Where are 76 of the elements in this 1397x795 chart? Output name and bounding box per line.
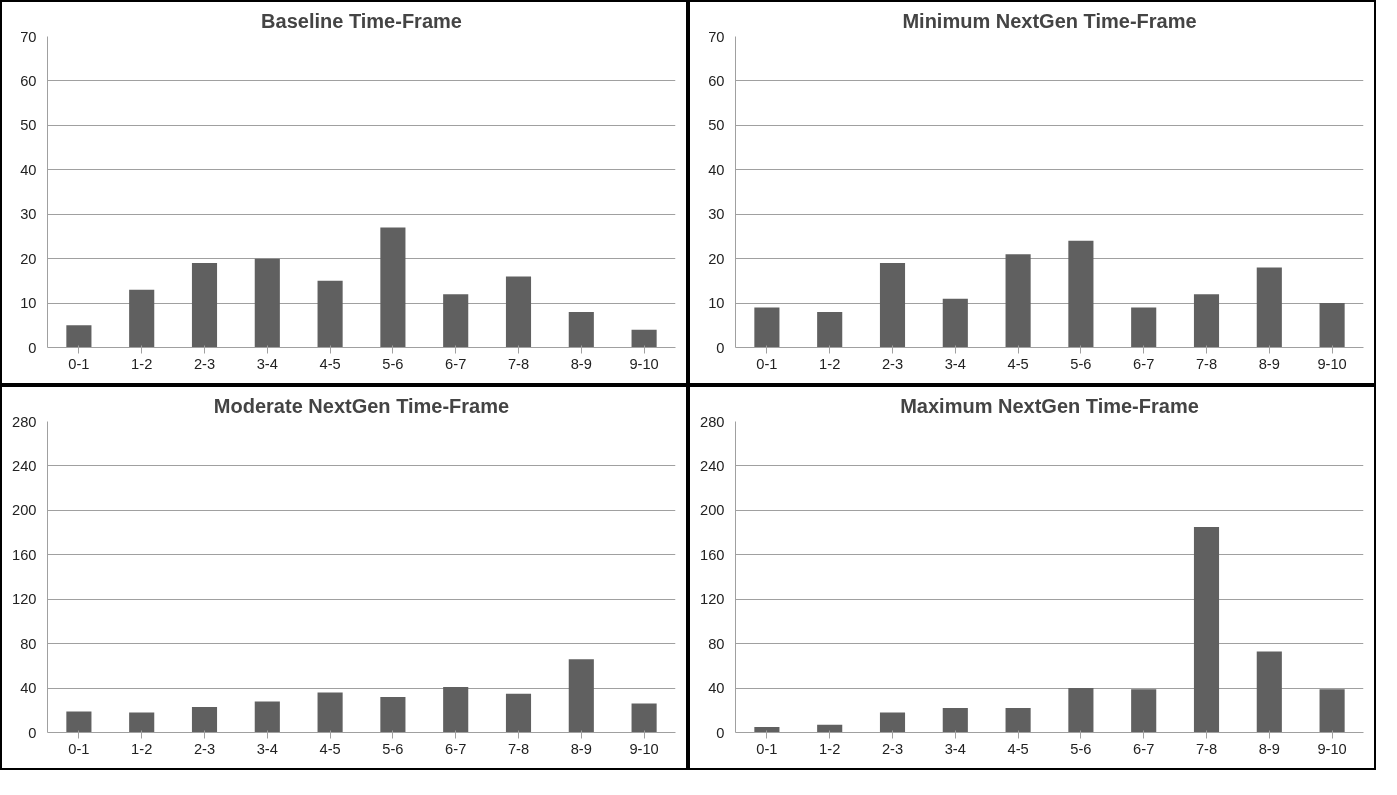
x-tick-label: 0-1	[756, 740, 778, 757]
x-tick-label: 8-9	[1258, 740, 1280, 757]
chart-title: Minimum NextGen Time-Frame	[902, 9, 1197, 32]
y-tick-label: 0	[28, 339, 37, 356]
y-tick-label: 60	[708, 72, 725, 89]
y-tick-label: 30	[20, 206, 37, 223]
y-tick-label: 10	[20, 295, 37, 312]
y-tick-label: 280	[12, 413, 37, 430]
y-tick-label: 80	[20, 635, 37, 652]
y-tick-label: 20	[20, 250, 37, 267]
x-tick-label: 0-1	[68, 355, 90, 372]
y-tick-label: 0	[716, 724, 725, 741]
x-tick-label: 3-4	[256, 355, 278, 372]
y-tick-label: 200	[12, 502, 37, 519]
y-tick-label: 50	[708, 117, 725, 134]
x-tick-label: 8-9	[570, 740, 592, 757]
x-tick-label: 3-4	[944, 740, 966, 757]
x-tick-label: 4-5	[1007, 740, 1029, 757]
x-tick-label: 2-3	[881, 355, 904, 372]
x-tick-label: 9-10	[629, 355, 659, 372]
x-tick-label: 6-7	[1133, 740, 1155, 757]
y-tick-label: 60	[20, 72, 37, 89]
x-tick-label: 1-2	[819, 740, 841, 757]
chart-title: Moderate NextGen Time-Frame	[213, 394, 510, 417]
x-tick-label: 7-8	[507, 355, 530, 372]
y-tick-label: 240	[700, 457, 725, 474]
x-tick-label: 1-2	[131, 355, 153, 372]
x-tick-label: 2-3	[193, 740, 216, 757]
y-tick-label: 20	[708, 250, 725, 267]
x-tick-label: 7-8	[507, 740, 530, 757]
x-tick-label: 6-7	[445, 740, 467, 757]
x-tick-label: 5-6	[1070, 355, 1092, 372]
y-tick-label: 0	[716, 339, 725, 356]
y-tick-label: 50	[20, 117, 37, 134]
x-tick-label: 1-2	[131, 740, 153, 757]
y-tick-label: 280	[700, 413, 725, 430]
y-tick-label: 160	[700, 546, 725, 563]
x-tick-label: 6-7	[1133, 355, 1155, 372]
y-tick-label: 40	[20, 161, 37, 178]
x-tick-label: 3-4	[944, 355, 966, 372]
x-tick-label: 0-1	[756, 355, 778, 372]
y-tick-label: 200	[700, 502, 725, 519]
chart-title: Baseline Time-Frame	[261, 9, 462, 32]
y-tick-label: 120	[12, 591, 37, 608]
x-tick-label: 7-8	[1195, 740, 1218, 757]
y-tick-label: 70	[708, 28, 725, 45]
x-tick-label: 4-5	[1007, 355, 1029, 372]
x-tick-label: 5-6	[382, 740, 404, 757]
x-tick-label: 6-7	[445, 355, 467, 372]
chart-title: Maximum NextGen Time-Frame	[900, 394, 1199, 417]
y-tick-label: 40	[708, 161, 725, 178]
x-tick-label: 9-10	[629, 740, 659, 757]
y-tick-label: 80	[708, 635, 725, 652]
x-tick-label: 0-1	[68, 740, 90, 757]
x-tick-label: 5-6	[1070, 740, 1092, 757]
y-tick-label: 0	[28, 724, 37, 741]
y-tick-label: 70	[20, 28, 37, 45]
x-tick-label: 1-2	[819, 355, 841, 372]
y-tick-label: 10	[708, 295, 725, 312]
x-tick-label: 8-9	[570, 355, 592, 372]
y-tick-label: 40	[20, 680, 37, 697]
y-tick-label: 30	[708, 206, 725, 223]
x-tick-label: 8-9	[1258, 355, 1280, 372]
x-tick-label: 7-8	[1195, 355, 1218, 372]
x-tick-label: 9-10	[1317, 740, 1347, 757]
x-tick-label: 2-3	[193, 355, 216, 372]
x-tick-label: 9-10	[1317, 355, 1347, 372]
x-tick-label: 4-5	[319, 355, 341, 372]
x-tick-label: 5-6	[382, 355, 404, 372]
x-tick-label: 2-3	[881, 740, 904, 757]
y-tick-label: 40	[708, 680, 725, 697]
x-tick-label: 3-4	[256, 740, 278, 757]
y-tick-label: 120	[700, 591, 725, 608]
y-tick-label: 240	[12, 457, 37, 474]
x-tick-label: 4-5	[319, 740, 341, 757]
y-tick-label: 160	[12, 546, 37, 563]
